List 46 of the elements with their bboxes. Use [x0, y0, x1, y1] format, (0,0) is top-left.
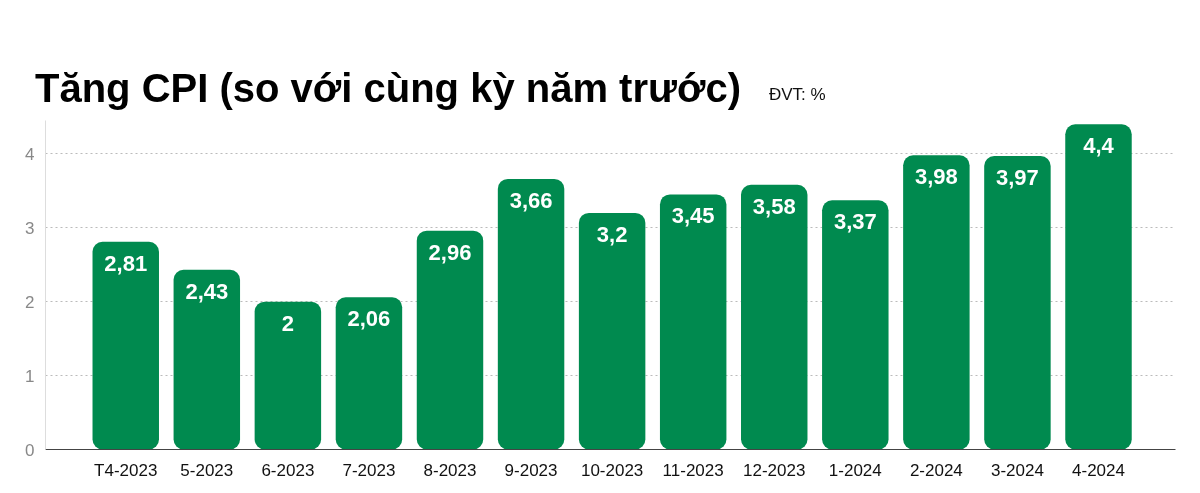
- bar: [822, 200, 889, 450]
- data-label: 3,98: [914, 164, 958, 190]
- data-label: 3,2: [596, 221, 628, 247]
- x-tick-label: 12-2023: [743, 460, 806, 480]
- y-tick-label: 3: [25, 218, 35, 238]
- data-label: 2,96: [428, 239, 472, 265]
- x-tick-label: 5-2023: [180, 460, 234, 480]
- data-label: 4,4: [1083, 133, 1115, 159]
- bar: [1065, 124, 1132, 450]
- bar: [903, 155, 970, 450]
- chart-subtitle: ĐVT: %: [768, 84, 826, 106]
- y-tick-label: 2: [25, 292, 35, 312]
- x-tick-label: 7-2023: [342, 460, 396, 480]
- data-label: 3,97: [996, 164, 1039, 190]
- bar: [741, 184, 808, 450]
- x-tick-label: 10-2023: [580, 460, 644, 480]
- x-tick-label: 9-2023: [504, 460, 558, 480]
- data-label: 2,81: [104, 250, 148, 276]
- data-label: 3,37: [833, 209, 877, 235]
- data-label: 3,45: [671, 203, 715, 229]
- y-tick-label: 1: [25, 366, 35, 386]
- data-label: 2,06: [347, 306, 391, 332]
- data-label: 2,43: [185, 278, 229, 304]
- x-tick-label: 11-2023: [662, 460, 724, 480]
- x-tick-label: 3-2024: [990, 460, 1044, 480]
- x-tick-label: 8-2023: [423, 460, 477, 480]
- bar: [92, 241, 159, 450]
- bar: [578, 212, 646, 450]
- bar: [335, 297, 403, 450]
- x-tick-label: 1-2024: [828, 460, 882, 480]
- x-tick-label: 2-2024: [909, 460, 963, 480]
- bar: [984, 155, 1051, 450]
- bar: [173, 269, 241, 450]
- chart-title: Tăng CPI (so với cùng kỳ năm trước): [35, 65, 741, 112]
- x-tick-label: 4-2024: [1072, 460, 1125, 480]
- bar: [254, 301, 322, 450]
- x-tick-label: 6-2023: [261, 460, 315, 480]
- bar: [659, 194, 727, 450]
- data-label: 2: [281, 310, 295, 336]
- data-label: 3,66: [509, 187, 553, 213]
- y-tick-label: 0: [25, 440, 35, 460]
- bar: [497, 178, 565, 450]
- bar: [416, 230, 484, 450]
- data-label: 3,58: [752, 193, 796, 219]
- y-tick-label: 4: [25, 144, 35, 164]
- x-tick-label: T4-2023: [94, 460, 158, 480]
